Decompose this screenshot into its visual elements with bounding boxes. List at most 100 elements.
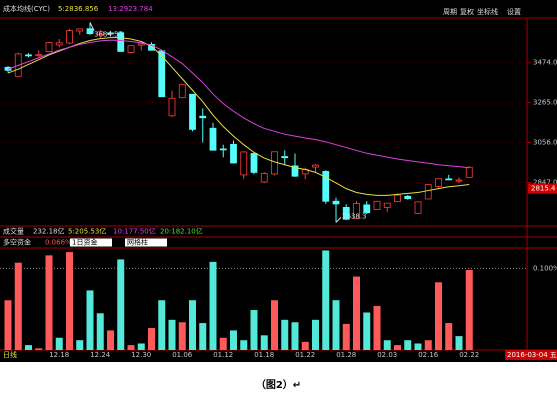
bar (394, 345, 401, 350)
candle-body (363, 204, 371, 214)
x-tick-label: 02.16 (418, 351, 439, 359)
candle-body (117, 32, 125, 52)
x-tick-label: 01.12 (213, 351, 233, 359)
bar (332, 300, 340, 350)
bar (219, 337, 227, 350)
bar (117, 259, 125, 350)
candle-body (414, 201, 422, 214)
candle-body (199, 115, 207, 119)
bar (404, 340, 412, 350)
candle-body (86, 28, 94, 35)
toolbar-button[interactable]: 设置 (507, 7, 521, 16)
dropdown-label[interactable]: 网格柱 (127, 238, 148, 247)
volume-header: 5:205.53亿 (68, 227, 106, 236)
bar (445, 323, 453, 350)
candle-body (96, 31, 104, 36)
x-tick-label: 01.06 (172, 351, 193, 359)
chart: 成本均线(CYC) 5:2836.856 13:2923.784 周期 复权 坐标线 设置 3… (0, 0, 557, 362)
bar (260, 335, 268, 350)
y-tick-label: 2847.0 (533, 179, 557, 187)
bar (373, 305, 381, 350)
bar (4, 300, 12, 350)
bar (240, 340, 248, 350)
bar (76, 340, 84, 350)
bar (322, 250, 330, 350)
legend-label: 13:2923.784 (108, 5, 153, 13)
bar (353, 276, 360, 350)
ma-line (7, 37, 470, 196)
bar (363, 312, 371, 350)
chart-title: 成本均线(CYC) (3, 4, 50, 13)
bar (14, 262, 22, 350)
candle-body (45, 42, 53, 53)
candle-body (137, 43, 145, 46)
bar (250, 310, 258, 350)
bar (148, 327, 155, 350)
candle-body (158, 50, 166, 98)
candle-body (25, 54, 32, 57)
volume-header: 20:182.10亿 (160, 227, 203, 236)
bar (158, 300, 166, 350)
bar (435, 282, 442, 350)
bar (168, 319, 176, 350)
toolbar-button[interactable]: 坐标线 (477, 7, 498, 16)
price-marker-label: 2815.4 (531, 185, 556, 193)
candle-body (219, 148, 227, 151)
bar (301, 341, 309, 350)
candle-body (76, 28, 84, 32)
bar (25, 345, 32, 350)
candle-body (383, 202, 391, 208)
candle-body (230, 143, 237, 164)
candle-body (394, 194, 401, 203)
bar (291, 322, 299, 350)
panel-title: 多空资金 (3, 238, 31, 247)
bar (107, 330, 114, 350)
toolbar-button[interactable]: 周期 (443, 8, 457, 16)
dropdown[interactable] (125, 238, 167, 247)
toolbar-button[interactable]: 复权 (460, 7, 474, 16)
bar (281, 319, 289, 350)
candle-body (189, 93, 196, 130)
candle-body (332, 200, 340, 205)
dropdown-label[interactable]: 1日资金 (72, 238, 97, 247)
x-tick-label: 01.22 (295, 351, 315, 359)
candle-body (107, 32, 114, 35)
x-tick-label: 12.18 (49, 351, 69, 359)
bar (383, 340, 391, 350)
volume-header: 成交量 (3, 227, 24, 236)
bar (455, 336, 463, 350)
footer-date: 2016-03-04 五 (507, 351, 557, 359)
candle-body (291, 165, 299, 177)
bar (35, 348, 43, 350)
low-label: 2638.3 (342, 212, 367, 220)
panel-value: 0.066% (45, 239, 72, 247)
period-label: 日线 (3, 350, 17, 359)
candle-body (312, 164, 319, 168)
candle-body (260, 173, 268, 183)
x-tick-label: 01.18 (254, 351, 274, 359)
x-tick-label: 02.22 (459, 351, 479, 359)
bar (199, 323, 207, 350)
candle-body (178, 83, 186, 99)
y-tick-label: 3474.0 (533, 59, 557, 67)
x-tick-label: 12.30 (131, 351, 151, 359)
bar (66, 252, 73, 350)
ma-line (7, 39, 470, 169)
bar (424, 340, 432, 350)
x-tick-label: 02.03 (377, 351, 397, 359)
legend-label: 5:2836.856 (58, 5, 99, 13)
candle-body (209, 127, 217, 151)
bar (178, 322, 186, 350)
candle-body (404, 195, 412, 199)
bar (189, 300, 196, 350)
candle-body (66, 30, 73, 44)
y-tick-label: 0.100% (533, 264, 557, 272)
bar (86, 290, 94, 350)
low-pointer (335, 217, 342, 223)
dropdown[interactable] (70, 238, 112, 247)
bar (465, 270, 473, 350)
candle-body (342, 206, 350, 220)
bar (312, 319, 319, 350)
candle-body (240, 151, 248, 176)
